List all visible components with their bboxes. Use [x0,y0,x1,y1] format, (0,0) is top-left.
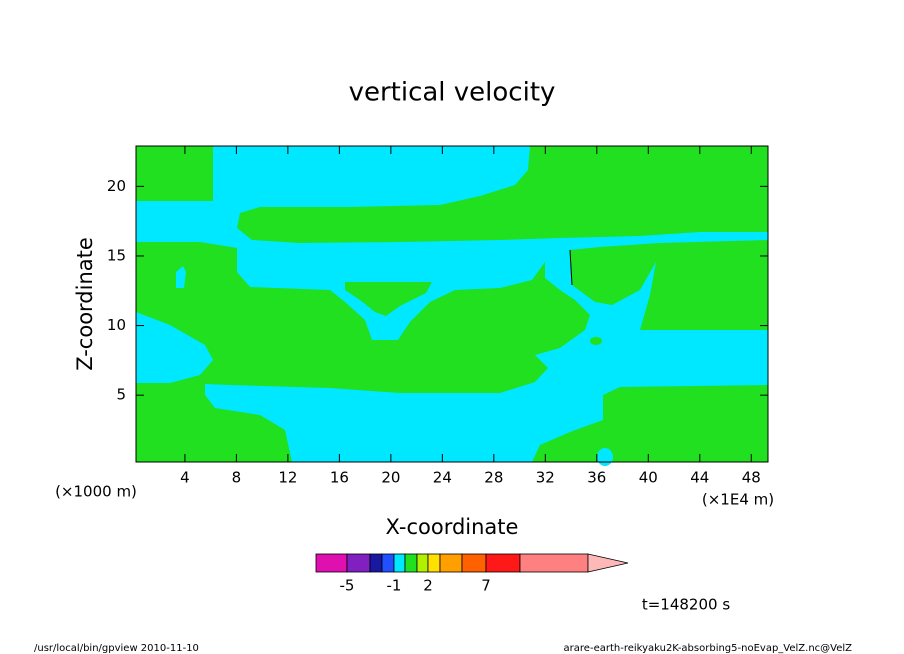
plot-frame [135,145,769,463]
region-negative [136,146,768,340]
x-tick-label: 32 [536,469,555,487]
y-tick-label: 20 [107,177,126,195]
x-tick-label: 16 [330,469,349,487]
colorbar-segment [346,553,371,573]
footer-left: /usr/local/bin/gpview 2010-11-10 [34,643,199,654]
x-axis-title: X-coordinate [386,515,519,539]
colorbar-segment [315,553,348,573]
contour-field [136,146,768,466]
x-tick-label: 12 [278,469,297,487]
y-tick-label: 15 [107,246,126,264]
colorbar-segment [404,553,418,573]
colorbar-segment [519,553,589,573]
x-tick-label: 44 [690,469,709,487]
x-tick-label: 24 [433,469,452,487]
x-unit: (×1E4 m) [702,491,774,509]
y-tick-label: 10 [107,316,126,334]
x-tick-label: 8 [232,469,242,487]
colorbar-segment [427,553,441,573]
footer-right: arare-earth-reikyaku2K-absorbing5-noEvap… [564,643,853,654]
colorbar-tick-label: 2 [423,577,433,595]
contour-line [569,249,573,286]
x-tick-label: 40 [639,469,658,487]
colorbar-segment [461,553,487,573]
annotation: t=148200 s [642,596,730,614]
x-tick-label: 20 [381,469,400,487]
colorbar-extension [587,553,629,573]
y-tick-label: 5 [116,386,126,404]
x-tick-label: 48 [742,469,761,487]
region-positive [590,337,602,345]
colorbar-segment [485,553,521,573]
x-tick-label: 28 [484,469,503,487]
x-tick-label: 36 [587,469,606,487]
colorbar-segment [393,553,406,573]
colorbar-segment [369,553,383,573]
colorbar-tick-label: -5 [340,577,355,595]
colorbar-segment [439,553,463,573]
y-axis-title: Z-coordinate [73,237,97,371]
y-unit: (×1000 m) [55,483,137,501]
colorbar-tick-label: -1 [387,577,402,595]
x-tick-label: 4 [180,469,190,487]
colorbar-segment [416,553,429,573]
colorbar-tick-label: 7 [481,577,491,595]
region-negative [136,312,213,383]
region-negative [176,266,186,288]
region-negative [205,250,768,462]
region-positive [345,282,432,316]
region-negative [597,448,613,466]
colorbar-segment [381,553,395,573]
chart-title: vertical velocity [349,78,556,108]
